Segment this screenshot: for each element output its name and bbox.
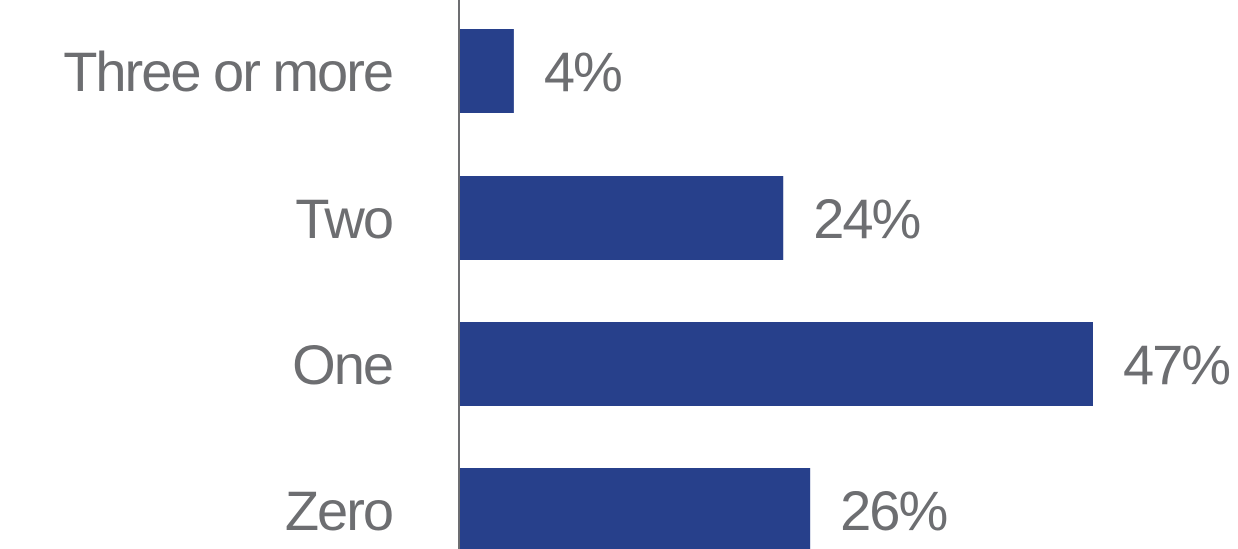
value-label: 26% — [840, 479, 946, 542]
value-label: 47% — [1123, 333, 1229, 396]
category-labels-group: Three or more Two One Zero — [63, 40, 394, 542]
bar-two — [460, 176, 784, 260]
category-label: Two — [295, 187, 392, 250]
bar-one — [460, 322, 1093, 406]
category-label: One — [292, 333, 392, 396]
category-label: Zero — [285, 479, 392, 542]
bars-group — [460, 29, 1093, 549]
value-labels-group: 4% 24% 47% 26% — [544, 40, 1231, 542]
bar-three-or-more — [460, 29, 514, 113]
bar-zero — [460, 468, 811, 549]
value-label: 24% — [813, 187, 919, 250]
category-label: Three or more — [63, 40, 392, 103]
value-label: 4% — [544, 40, 621, 103]
